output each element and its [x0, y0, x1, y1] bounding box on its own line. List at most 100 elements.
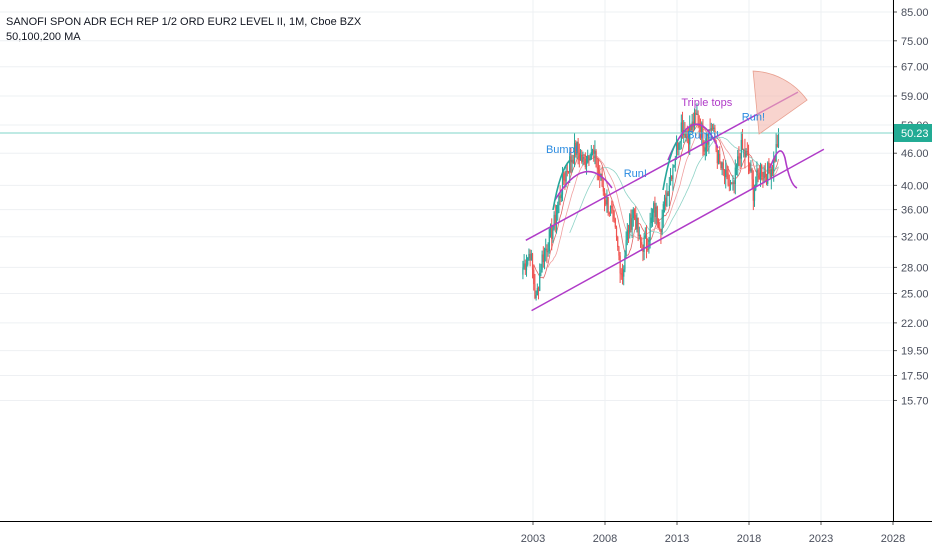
candle-body: [655, 206, 657, 217]
candle-body: [732, 182, 734, 184]
annotation-label: Run!: [742, 112, 765, 124]
candle-body: [546, 248, 548, 253]
candle-body: [590, 152, 592, 159]
candle-body: [719, 153, 721, 163]
candle-body: [565, 170, 567, 182]
candle-body: [653, 203, 655, 213]
candle-body: [656, 206, 658, 223]
candle-body: [589, 158, 591, 161]
candle-body: [773, 158, 775, 172]
candle-body: [530, 253, 532, 261]
candle-body: [561, 173, 564, 195]
candle-body: [545, 248, 547, 251]
candle-body: [735, 167, 738, 169]
candle-body: [541, 254, 543, 270]
candle-body: [602, 186, 604, 192]
candle-body: [588, 155, 590, 161]
channel-lower-line: [531, 148, 825, 312]
candle-body: [615, 227, 618, 238]
candle-body: [623, 269, 625, 277]
bump-arc-2005: [554, 170, 613, 201]
candle-body: [737, 156, 739, 168]
candle-body: [715, 141, 717, 151]
candle-body: [752, 179, 754, 201]
candle-body: [738, 156, 740, 158]
bump-stem-2013: [662, 139, 679, 191]
candle-body: [618, 247, 620, 256]
candle-body: [704, 147, 706, 152]
candle-body: [776, 144, 778, 147]
candle-body: [729, 182, 732, 186]
candle-body: [763, 171, 765, 178]
candle-body: [668, 185, 670, 196]
candle-body: [611, 206, 613, 208]
candle-body: [558, 196, 560, 205]
candle-body: [543, 250, 546, 262]
annotation-label: Bump!: [546, 144, 578, 156]
candle-body: [569, 156, 571, 173]
candle-body: [597, 168, 600, 172]
candle-body: [661, 216, 663, 233]
candle-body: [551, 225, 553, 239]
candle-body: [536, 287, 538, 296]
candle-body: [629, 214, 631, 233]
candle-body: [559, 196, 561, 199]
candle-body: [678, 143, 680, 150]
candle-body: [560, 194, 562, 199]
candle-body: [673, 164, 675, 168]
candle-body: [666, 192, 668, 206]
candle-body: [639, 234, 642, 243]
x-tick-label: 2008: [593, 533, 617, 545]
indicator-legend[interactable]: 50,100,200 MA: [6, 31, 81, 43]
candle-body: [620, 273, 622, 275]
candle-body: [577, 141, 579, 153]
candle-body: [716, 150, 718, 164]
candle-body: [758, 172, 760, 180]
candle-body: [710, 128, 712, 130]
candle-body: [770, 168, 772, 179]
candle-body: [612, 207, 614, 211]
candle-body: [603, 191, 606, 201]
candle-body: [733, 182, 735, 185]
candle-body: [608, 212, 610, 214]
candle-body: [594, 151, 596, 154]
candle-body: [650, 217, 652, 224]
candle-body: [537, 287, 540, 291]
candle-body: [727, 173, 729, 185]
candle-body: [728, 184, 730, 186]
candle-body: [605, 200, 607, 205]
candle-body: [642, 244, 644, 252]
y-tick-label: 36.00: [901, 205, 929, 217]
candle-body: [643, 238, 645, 252]
candle-body: [720, 162, 722, 169]
y-tick-label: 46.00: [901, 148, 929, 160]
candle-body: [596, 167, 598, 169]
candle-body: [701, 125, 703, 138]
annotation-label: Run!: [624, 168, 647, 180]
y-tick-label: 19.50: [901, 346, 929, 358]
candle-body: [695, 112, 697, 115]
candle-body: [539, 272, 541, 291]
candle-body: [759, 165, 762, 180]
candle-body: [714, 127, 716, 142]
candle-body: [702, 125, 704, 147]
candle-body: [553, 214, 555, 229]
candle-body: [547, 251, 549, 253]
candle-body: [557, 204, 559, 214]
y-tick-label: 25.00: [901, 288, 929, 300]
candle-body: [681, 122, 684, 136]
candle-body: [576, 141, 578, 155]
candle-body: [570, 156, 572, 163]
candle-body: [698, 124, 700, 128]
candle-body: [523, 263, 525, 268]
candle-body: [632, 209, 634, 219]
y-tick-label: 75.00: [901, 36, 929, 48]
candle-body: [638, 234, 640, 236]
candle-body: [740, 140, 742, 159]
candle-body: [663, 197, 666, 205]
last-price-badge: [894, 123, 932, 142]
x-tick-label: 2018: [737, 533, 761, 545]
candle-body: [645, 235, 648, 249]
candle-body: [734, 167, 736, 185]
